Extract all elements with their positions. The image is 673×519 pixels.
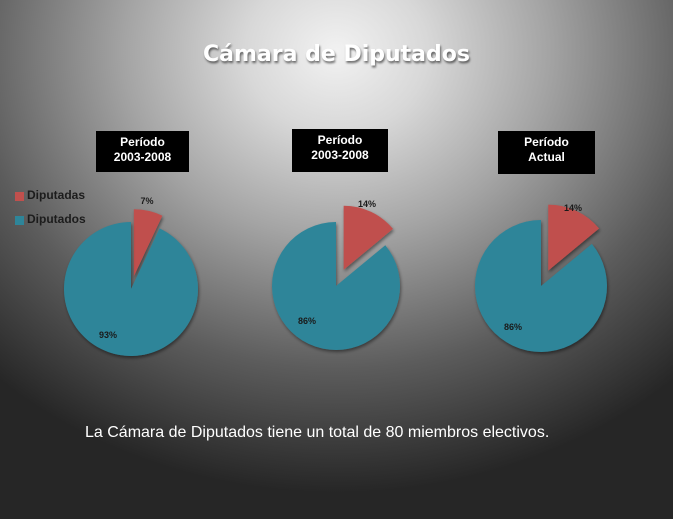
pie-slice-diputados [474,220,607,352]
footnote: La Cámara de Diputados tiene un total de… [85,424,550,441]
period-label-line: 2003-2008 [113,150,172,164]
pie-data-label: 14% [358,199,376,209]
pie-slice-diputadas [133,209,163,277]
pie-data-label: 7% [140,196,153,206]
period-label-1: Período 2003-2008 [96,131,189,172]
period-label-line: 2003-2008 [311,148,369,162]
pie-slice-diputados [272,222,401,350]
period-label-2: Período 2003-2008 [292,129,388,172]
pie-data-label: 86% [298,316,316,326]
legend-swatch [15,216,24,225]
period-label-line: Actual [528,150,565,164]
pie-slice-diputados [63,222,198,356]
page-title: Cámara de Diputados [203,42,470,67]
pie-data-label: 93% [99,330,117,340]
pie-slice-diputadas [343,205,393,270]
legend-label: Diputados [27,212,86,226]
pie-data-label: 86% [504,322,522,332]
period-label-3: Período Actual [498,131,595,174]
period-label-line: Período [317,133,363,147]
pie-chart-1: 7% 93% [63,196,198,356]
pie-chart-3: 14% 86% [474,203,607,352]
legend-label: Diputadas [27,188,86,202]
period-label-line: Período [120,135,165,149]
pie-slice-diputadas [548,204,600,271]
period-label-line: Período [524,135,569,149]
pie-chart-2: 14% 86% [272,199,401,350]
legend-swatch [15,192,24,201]
pie-data-label: 14% [564,203,582,213]
